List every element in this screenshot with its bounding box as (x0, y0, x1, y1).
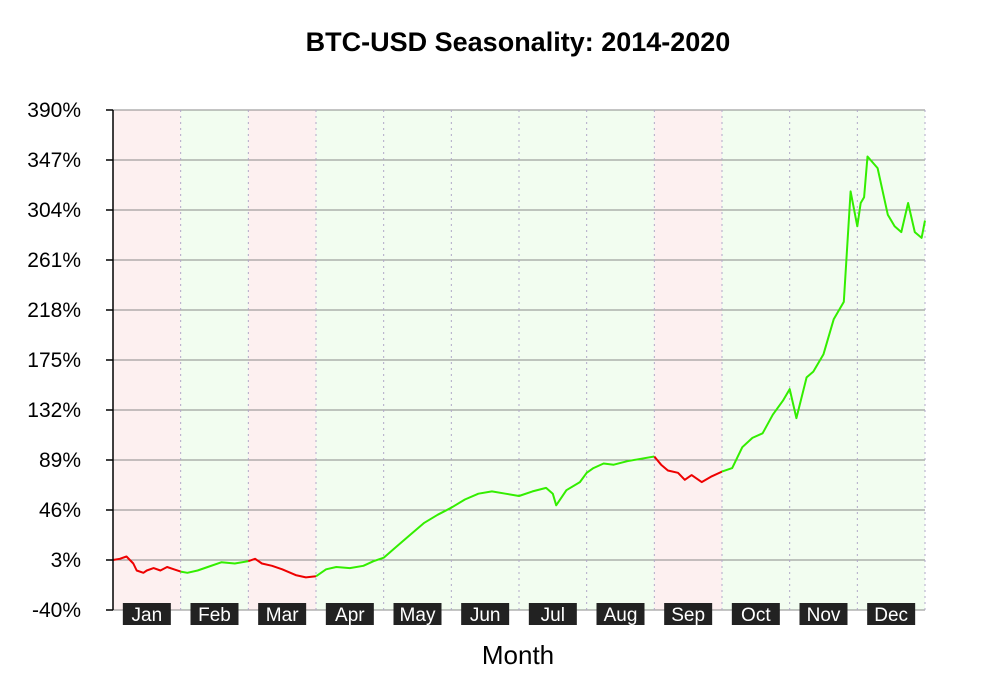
month-label-text: Mar (266, 605, 299, 626)
line-segment-up (721, 155, 926, 473)
month-label-box (799, 603, 848, 625)
chart-title: BTC-USD Seasonality: 2014-2020 (306, 27, 731, 57)
month-label-dec: Dec (867, 603, 916, 626)
month-label-may: May (393, 603, 442, 626)
month-label-text: May (400, 605, 436, 626)
y-tick-label: 347% (27, 149, 81, 172)
month-label-text: Dec (874, 605, 908, 626)
seasonality-line (112, 155, 926, 579)
month-label-text: Jan (132, 605, 163, 626)
month-label-box (596, 603, 645, 625)
month-label-box (258, 603, 307, 625)
line-segment-up (315, 455, 655, 578)
month-label-nov: Nov (799, 603, 848, 626)
month-label-sep: Sep (664, 603, 713, 626)
month-label-box (731, 603, 780, 625)
y-tick-label: 261% (27, 249, 81, 272)
y-axis-ticks: 390% 347% 304% 261% 218% 175% 132% 89% 46% 3% -40% (27, 99, 113, 622)
month-label-text: Apr (335, 605, 365, 626)
y-tick-label: 175% (27, 349, 81, 372)
month-label-feb: Feb (190, 603, 239, 626)
month-label-jun: Jun (461, 603, 510, 626)
month-label-box (528, 603, 577, 625)
y-tick-label: 132% (27, 399, 81, 422)
line-segment-down (247, 557, 317, 579)
line-segment-up (180, 560, 249, 574)
month-labels: Jan Feb Mar Apr May Jun Jul Aug Sep Oct Nov Dec (122, 603, 916, 626)
month-label-mar: Mar (258, 603, 307, 626)
month-label-text: Jul (541, 605, 565, 626)
month-label-text: Oct (741, 605, 771, 626)
y-tick-label: 46% (39, 499, 81, 522)
month-label-box (461, 603, 510, 625)
x-axis-label: Month (482, 640, 554, 670)
y-tick-label: -40% (32, 599, 81, 622)
month-label-text: Jun (470, 605, 501, 626)
y-tick-label: 304% (27, 199, 81, 222)
month-label-aug: Aug (596, 603, 645, 626)
month-label-box (664, 603, 713, 625)
month-label-text: Feb (198, 605, 231, 626)
month-label-box (867, 603, 916, 625)
y-tick-label: 89% (39, 449, 81, 472)
y-tick-label: 218% (27, 299, 81, 322)
month-label-text: Nov (807, 605, 841, 626)
month-label-jul: Jul (528, 603, 577, 626)
month-label-jan: Jan (122, 603, 171, 626)
month-label-text: Aug (604, 605, 638, 626)
month-label-text: Sep (671, 605, 705, 626)
month-label-oct: Oct (731, 603, 780, 626)
y-tick-label: 390% (27, 99, 81, 122)
line-segment-down (112, 555, 182, 574)
month-label-box (122, 603, 171, 625)
month-label-box (190, 603, 239, 625)
y-tick-label: 3% (51, 549, 81, 572)
month-label-apr: Apr (325, 603, 374, 626)
month-label-box (325, 603, 374, 625)
month-label-box (393, 603, 442, 625)
line-segment-down (653, 455, 723, 484)
